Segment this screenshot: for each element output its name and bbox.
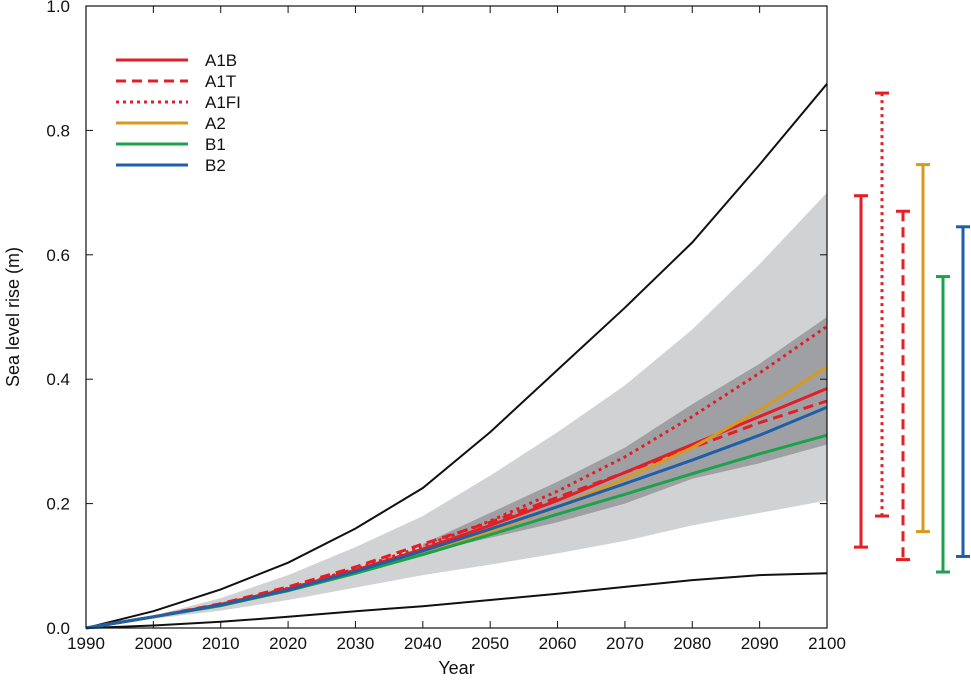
scenario-lines — [85, 325, 828, 630]
x-axis: 1990 2000 2010 2020 2030 2040 2050 2060 2070 2080… — [67, 6, 846, 653]
y-axis-title: Sea level rise (m) — [3, 247, 23, 387]
plot-frame — [85, 5, 828, 629]
x-tick-label: 1990 — [67, 634, 105, 653]
x-tick-label: 2070 — [606, 634, 644, 653]
x-tick-label: 2030 — [337, 634, 375, 653]
x-tick-label: 2040 — [404, 634, 442, 653]
x-tick-label: 2020 — [269, 634, 307, 653]
x-tick-label: 2000 — [134, 634, 172, 653]
x-axis-title: Year — [438, 658, 474, 678]
lower-envelope-line — [85, 572, 828, 629]
series-line-a1fi — [85, 325, 828, 630]
upper-envelope-line — [85, 83, 828, 629]
legend-label-a1fi: A1FI — [205, 93, 241, 112]
envelope-lines — [85, 83, 828, 629]
x-tick-label: 2050 — [471, 634, 509, 653]
legend-label-b1: B1 — [205, 135, 226, 154]
x-tick-label: 2080 — [673, 634, 711, 653]
legend-label-a2: A2 — [205, 114, 226, 133]
outer-uncertainty-band — [86, 192, 827, 628]
range-bars — [854, 91, 970, 574]
y-tick-label: 0.8 — [46, 121, 70, 140]
legend-label-a1t: A1T — [205, 72, 236, 91]
y-tick-label: 0.2 — [46, 495, 70, 514]
legend-label-b2: B2 — [205, 156, 226, 175]
series-line-b2 — [85, 405, 828, 630]
series-line-a1t — [85, 399, 828, 630]
y-tick-label: 0.6 — [46, 246, 70, 265]
legend: A1B A1T A1FI A2 B1 B2 — [116, 51, 241, 175]
x-tick-label: 2100 — [808, 634, 846, 653]
uncertainty-bands — [86, 192, 827, 628]
y-tick-label: 0.0 — [46, 619, 70, 638]
legend-label-a1b: A1B — [205, 51, 237, 70]
y-tick-label: 0.4 — [46, 370, 70, 389]
x-tick-label: 2090 — [741, 634, 779, 653]
x-tick-label: 2010 — [202, 634, 240, 653]
x-tick-label: 2060 — [539, 634, 577, 653]
y-axis: 0.0 0.2 0.4 0.6 0.8 1.0 — [46, 0, 827, 638]
y-tick-label: 1.0 — [46, 0, 70, 16]
